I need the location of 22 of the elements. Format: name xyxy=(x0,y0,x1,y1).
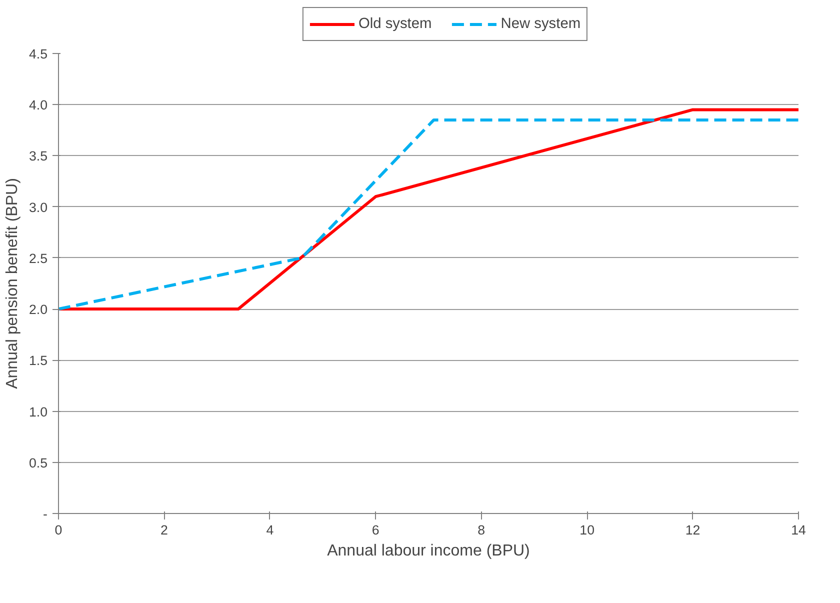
y-tick-label: 4.0 xyxy=(28,98,48,113)
y-tick-label: 1.0 xyxy=(28,404,48,420)
x-tick-label: 6 xyxy=(372,522,380,538)
x-tick-label: 8 xyxy=(478,522,486,538)
x-tick-label: 0 xyxy=(54,522,62,538)
y-tick-label: 3.0 xyxy=(28,200,48,215)
y-tick-label: - xyxy=(43,506,48,522)
y-tick-label: 2.5 xyxy=(28,250,48,266)
y-tick-label: 1.5 xyxy=(28,353,48,368)
y-axis-title: Annual pension benefit (BPU) xyxy=(4,178,21,389)
x-tick-label: 12 xyxy=(685,522,700,538)
x-tick-label: 4 xyxy=(266,522,274,538)
x-axis-title: Annual labour income (BPU) xyxy=(327,542,530,560)
x-tick-label: 10 xyxy=(580,522,594,538)
y-tick-label: 2.0 xyxy=(28,302,48,318)
y-tick-label: 4.5 xyxy=(28,46,48,62)
legend-label: New system xyxy=(500,16,581,32)
x-tick-label: 2 xyxy=(160,522,168,538)
y-tick-label: 3.5 xyxy=(28,148,48,164)
legend-label: Old system xyxy=(358,16,432,32)
y-tick-label: 0.5 xyxy=(28,455,48,470)
x-tick-label: 14 xyxy=(791,522,806,538)
